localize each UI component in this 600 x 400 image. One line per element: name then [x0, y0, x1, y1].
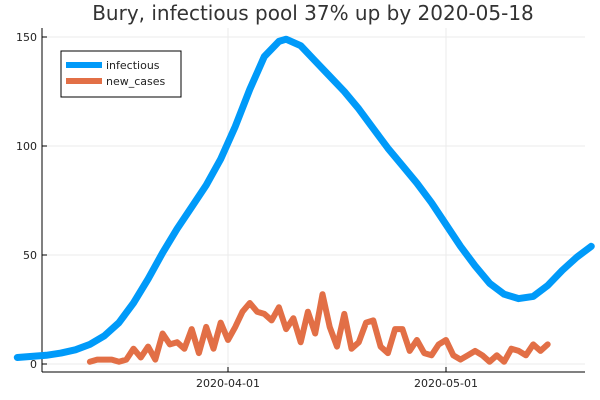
- x-tick-label: 2020-04-01: [196, 377, 260, 390]
- y-tick-label: 0: [30, 358, 37, 371]
- chart-title: Bury, infectious pool 37% up by 2020-05-…: [92, 1, 534, 25]
- series-line-infectious: [13, 35, 595, 361]
- legend-label-infectious: infectious: [106, 59, 160, 72]
- x-tick-label: 2020-05-01: [414, 377, 478, 390]
- series-line-new-cases: [86, 291, 551, 365]
- legend-label-new-cases: new_cases: [106, 75, 166, 88]
- y-tick-label: 150: [16, 31, 37, 44]
- grid: [42, 28, 585, 372]
- legend-box: [60, 50, 182, 98]
- legend: infectious new_cases: [60, 50, 182, 98]
- axes: 0 50 100 150 2020-04-01 2020-05-01: [16, 28, 585, 390]
- series-group: [13, 35, 595, 365]
- y-tick-label: 50: [23, 249, 37, 262]
- y-tick-label: 100: [16, 140, 37, 153]
